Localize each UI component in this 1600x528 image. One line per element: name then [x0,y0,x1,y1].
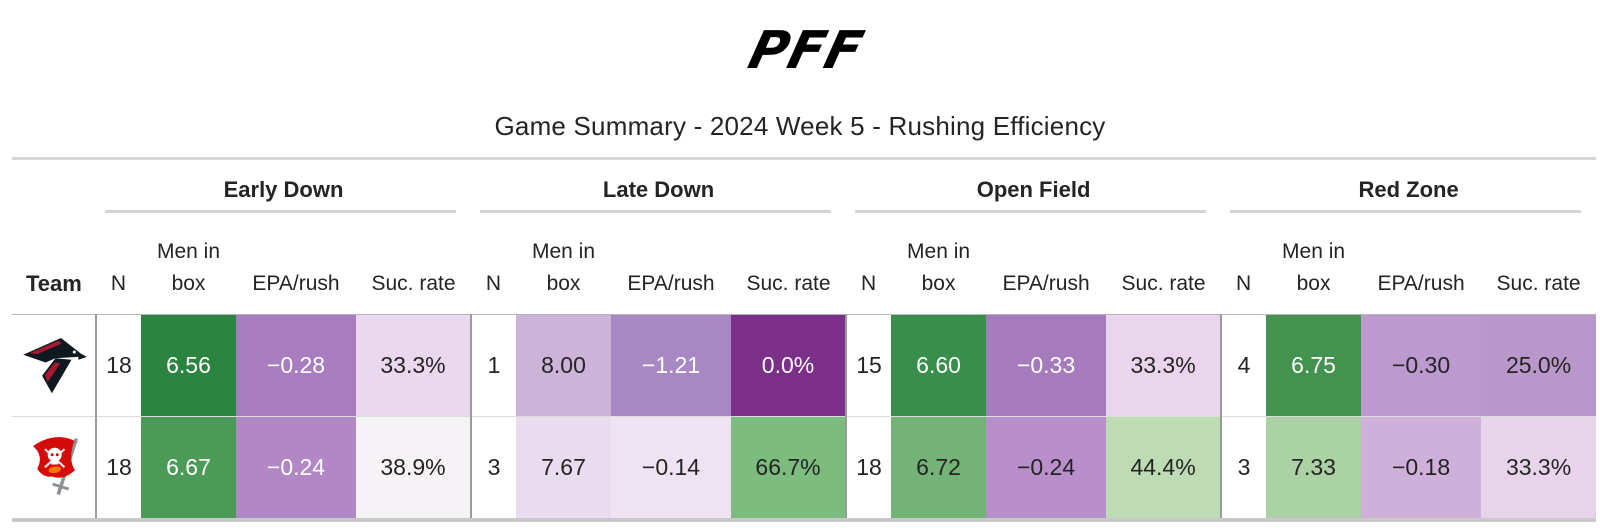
stat-men-in-box: 6.72 [891,416,987,522]
stat-epa-rush: −0.24 [986,416,1107,522]
group-header-red-zone: Red Zone [1221,157,1597,214]
table-row-falcons: 18 6.56 −0.28 33.3% 1 8.00 −1.21 0.0% 15… [12,314,1597,417]
stat-n: 1 [470,314,516,417]
column-header-men-in-box: Men in box [1266,213,1362,315]
group-header-early-down: Early Down [96,157,471,214]
column-header-men-in-box: Men in box [516,213,611,315]
stat-n: 18 [845,416,892,522]
stat-suc-rate: 44.4% [1106,416,1222,522]
table-row-buccaneers: 18 6.67 −0.24 38.9% 3 7.67 −0.14 66.7% 1… [12,416,1597,522]
column-header-team: Team [12,213,96,315]
stat-men-in-box: 6.56 [141,314,236,417]
stat-epa-rush: −0.33 [986,314,1107,417]
stat-suc-rate: 33.3% [1481,416,1597,522]
stat-men-in-box: 8.00 [516,314,611,417]
falcons-logo [17,329,91,403]
stat-men-in-box: 7.67 [516,416,611,522]
stat-epa-rush: −0.24 [236,416,356,522]
stat-epa-rush: −0.18 [1361,416,1482,522]
stat-suc-rate: 38.9% [356,416,471,522]
stat-n: 18 [95,314,141,417]
stat-n: 3 [1220,416,1267,522]
stat-men-in-box: 7.33 [1266,416,1362,522]
pff-logo-glyph: PFF [743,21,870,81]
column-header-n: N [1221,213,1267,315]
stat-men-in-box: 6.67 [141,416,236,522]
rushing-efficiency-table-wrap: Early Down Late Down Open Field Red Zone… [12,157,1597,522]
stat-suc-rate: 0.0% [731,314,847,417]
column-header-epa-rush: EPA/rush [611,213,731,315]
column-header-epa-rush: EPA/rush [1361,213,1482,315]
group-header-spacer [12,157,96,213]
column-header-suc-rate: Suc. rate [731,213,847,315]
report-header: PFF Game Summary - 2024 Week 5 - Rushing… [0,0,1600,142]
column-header-suc-rate: Suc. rate [356,213,471,315]
team-cell-falcons [12,314,96,417]
pff-logo: PFF [710,20,890,81]
stat-suc-rate: 33.3% [1106,314,1222,417]
stat-suc-rate: 25.0% [1481,314,1597,417]
column-header-epa-rush: EPA/rush [236,213,356,315]
column-header-men-in-box: Men in box [891,213,987,315]
stat-n: 3 [470,416,516,522]
stat-epa-rush: −0.14 [611,416,731,522]
rushing-efficiency-table: Early Down Late Down Open Field Red Zone… [12,157,1597,522]
stat-epa-rush: −0.28 [236,314,356,417]
column-header-men-in-box: Men in box [141,213,236,315]
team-cell-buccaneers [12,416,96,522]
group-header-row: Early Down Late Down Open Field Red Zone [12,157,1597,214]
buccaneers-logo [17,431,91,505]
stat-epa-rush: −0.30 [1361,314,1482,417]
column-header-suc-rate: Suc. rate [1106,213,1222,315]
stat-n: 4 [1220,314,1267,417]
stat-epa-rush: −1.21 [611,314,731,417]
stat-suc-rate: 33.3% [356,314,471,417]
column-header-n: N [846,213,892,315]
column-header-row: Team N Men in box EPA/rush Suc. rate N M… [12,213,1597,315]
column-header-n: N [96,213,141,315]
column-header-suc-rate: Suc. rate [1481,213,1597,315]
group-header-open-field: Open Field [846,157,1222,214]
stat-suc-rate: 66.7% [731,416,847,522]
stat-men-in-box: 6.60 [891,314,987,417]
group-header-late-down: Late Down [471,157,847,214]
svg-text:PFF: PFF [743,21,870,80]
column-header-epa-rush: EPA/rush [986,213,1107,315]
page-title: Game Summary - 2024 Week 5 - Rushing Eff… [494,111,1106,141]
stat-men-in-box: 6.75 [1266,314,1362,417]
stat-n: 15 [845,314,892,417]
column-header-n: N [471,213,516,315]
stat-n: 18 [95,416,141,522]
